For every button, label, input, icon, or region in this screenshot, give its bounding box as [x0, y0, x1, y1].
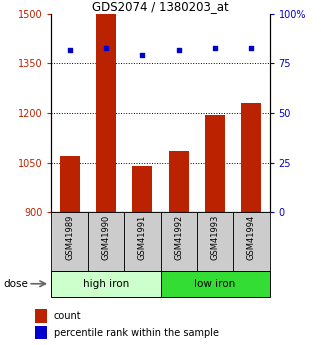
Bar	[35, 309, 47, 323]
Point	[249, 45, 254, 50]
Title: GDS2074 / 1380203_at: GDS2074 / 1380203_at	[92, 0, 229, 13]
Text: high iron: high iron	[83, 279, 129, 289]
Bar	[124, 212, 160, 271]
Text: GSM41990: GSM41990	[101, 215, 110, 260]
Text: GSM41989: GSM41989	[65, 215, 74, 260]
Text: GSM41991: GSM41991	[138, 215, 147, 260]
Bar	[233, 212, 270, 271]
Point	[67, 47, 72, 52]
Point	[140, 53, 145, 58]
Bar	[132, 166, 152, 212]
Bar	[205, 115, 225, 212]
Text: low iron: low iron	[195, 279, 236, 289]
Bar	[160, 212, 197, 271]
Point	[103, 45, 108, 50]
Bar	[197, 212, 233, 271]
Bar	[51, 212, 88, 271]
Bar	[160, 271, 270, 297]
Bar	[35, 326, 47, 339]
Point	[213, 45, 218, 50]
Bar	[51, 271, 160, 297]
Text: GSM41994: GSM41994	[247, 215, 256, 260]
Text: GSM41992: GSM41992	[174, 215, 183, 260]
Bar	[96, 14, 116, 212]
Text: dose: dose	[3, 279, 28, 289]
Text: GSM41993: GSM41993	[211, 215, 220, 260]
Point	[176, 47, 181, 52]
Bar	[169, 151, 189, 212]
Text: percentile rank within the sample: percentile rank within the sample	[54, 328, 219, 337]
Bar	[241, 103, 261, 212]
Text: count: count	[54, 311, 81, 321]
Bar	[60, 156, 80, 212]
Bar	[88, 212, 124, 271]
